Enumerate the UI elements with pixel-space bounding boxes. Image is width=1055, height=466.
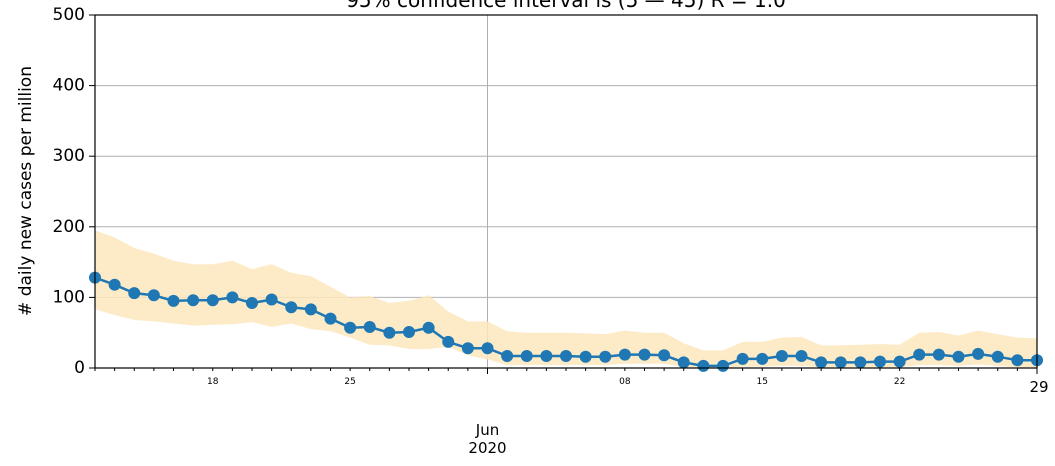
x-tick-label: 29 xyxy=(1029,378,1048,396)
chart-title: 95% confidence interval is (5 — 45) R = … xyxy=(346,0,786,12)
data-point xyxy=(991,350,1004,363)
data-point xyxy=(560,349,572,362)
data-point xyxy=(187,294,200,307)
data-point xyxy=(304,303,317,316)
data-point xyxy=(815,356,828,369)
data-point xyxy=(697,359,710,372)
data-point xyxy=(717,359,729,372)
data-point xyxy=(658,349,671,362)
y-tick-label: 400 xyxy=(53,76,85,96)
data-point xyxy=(932,348,945,361)
data-point xyxy=(1011,354,1024,367)
x-tick-label: 08 xyxy=(619,377,631,387)
plot-frame xyxy=(94,14,1038,369)
data-point xyxy=(383,326,396,339)
data-point xyxy=(265,293,278,306)
data-point xyxy=(756,352,769,365)
x-tick-label: 18 xyxy=(207,377,219,387)
x-tick-label: 25 xyxy=(344,377,355,387)
data-point xyxy=(913,348,926,361)
data-point xyxy=(246,297,258,310)
data-point xyxy=(775,349,788,362)
data-point xyxy=(422,321,435,334)
data-point xyxy=(285,301,298,314)
data-point xyxy=(363,321,376,334)
data-point xyxy=(952,350,965,363)
data-point xyxy=(344,321,357,334)
data-point xyxy=(854,356,867,369)
data-point xyxy=(226,291,239,304)
data-point xyxy=(834,356,847,369)
data-point xyxy=(579,350,592,363)
data-point xyxy=(501,349,514,362)
data-point xyxy=(874,355,886,368)
data-point xyxy=(599,350,612,363)
data-point xyxy=(324,312,337,325)
data-point xyxy=(618,348,631,361)
data-point xyxy=(108,278,121,291)
x-tick-label: Jun 2020 xyxy=(468,421,506,457)
data-point xyxy=(461,342,474,355)
data-point xyxy=(128,287,141,300)
data-point xyxy=(167,294,180,307)
y-tick-label: 300 xyxy=(53,146,85,166)
y-tick-label: 100 xyxy=(53,287,85,307)
y-tick-label: 0 xyxy=(74,358,85,378)
data-point xyxy=(677,356,690,369)
data-point xyxy=(481,342,494,355)
data-point xyxy=(520,349,533,362)
data-point xyxy=(442,335,455,348)
data-point xyxy=(206,294,219,307)
x-tick-label: 15 xyxy=(757,377,768,387)
data-point xyxy=(147,289,160,302)
data-point xyxy=(893,355,906,368)
y-tick-label: 500 xyxy=(53,5,85,25)
data-point xyxy=(736,352,749,365)
data-point xyxy=(972,347,985,360)
y-tick-label: 200 xyxy=(53,217,85,237)
x-tick-label: 22 xyxy=(894,377,905,387)
data-point xyxy=(795,349,808,362)
data-point xyxy=(638,348,651,361)
data-point xyxy=(403,325,415,338)
data-point xyxy=(540,349,553,362)
y-axis-label: # daily new cases per million xyxy=(16,66,36,316)
